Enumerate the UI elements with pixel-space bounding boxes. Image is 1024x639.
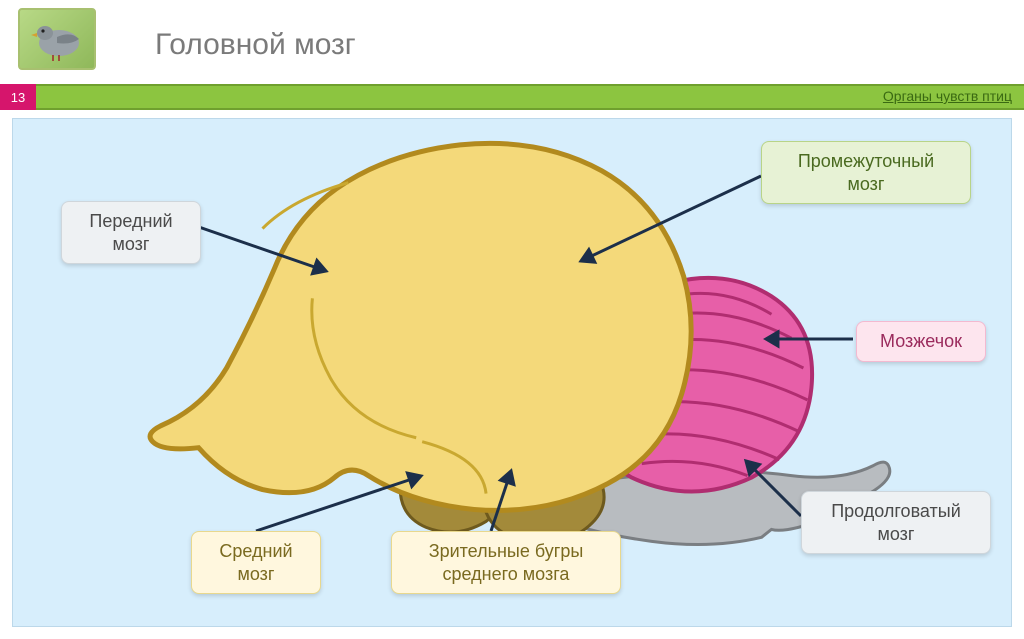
label-diencephalon: Промежуточныймозг bbox=[761, 141, 971, 204]
slide-number-badge: 13 bbox=[0, 84, 36, 110]
bird-thumbnail bbox=[18, 8, 96, 70]
header: Головной мозг bbox=[0, 0, 1024, 84]
label-forebrain: Передниймозг bbox=[61, 201, 201, 264]
pigeon-icon bbox=[27, 15, 87, 63]
label-optic: Зрительные бугрысреднего мозга bbox=[391, 531, 621, 594]
sense-organs-link[interactable]: Органы чувств птиц bbox=[883, 88, 1012, 104]
label-text: Средниймозг bbox=[219, 541, 292, 584]
label-text: Зрительные бугрысреднего мозга bbox=[429, 541, 584, 584]
forebrain-shape bbox=[150, 143, 691, 510]
label-midbrain: Средниймозг bbox=[191, 531, 321, 594]
diagram-canvas: Передниймозг Промежуточныймозг Мозжечок … bbox=[12, 118, 1012, 627]
label-text: Мозжечок bbox=[880, 331, 962, 351]
label-text: Промежуточныймозг bbox=[798, 151, 934, 194]
label-medulla: Продолговатыймозг bbox=[801, 491, 991, 554]
label-text: Продолговатыймозг bbox=[831, 501, 961, 544]
page-title: Головной мозг bbox=[155, 28, 356, 62]
ribbon bbox=[0, 84, 1024, 110]
label-cerebellum: Мозжечок bbox=[856, 321, 986, 362]
label-text: Передниймозг bbox=[89, 211, 172, 254]
